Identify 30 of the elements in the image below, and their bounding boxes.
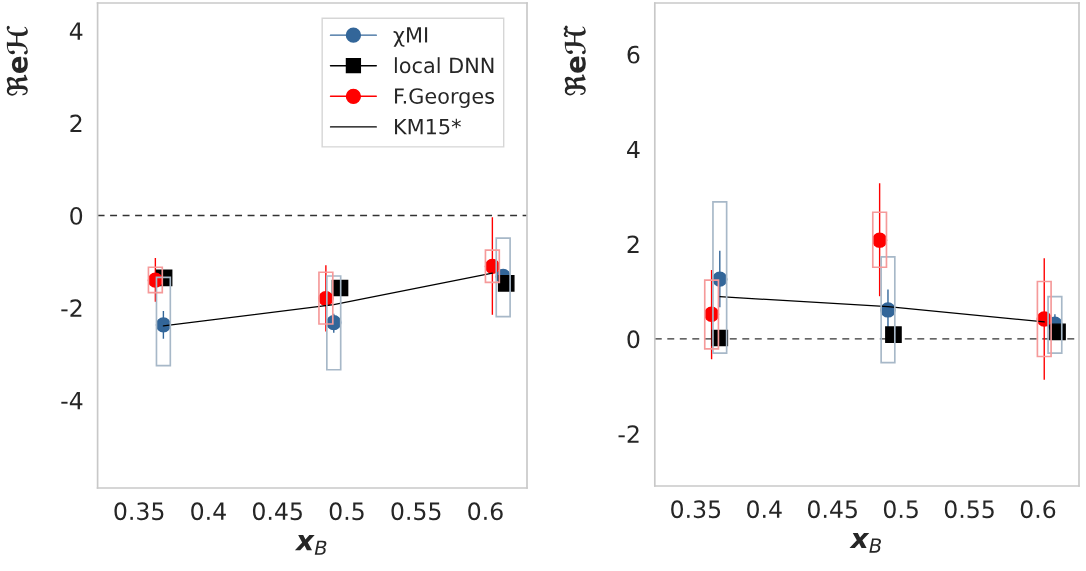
y-tick-label: -2	[61, 299, 82, 317]
legend-label: F.Georges	[395, 88, 495, 108]
x-tick-label: 0.45	[807, 500, 857, 519]
y-axis-title: ℜeℋ	[6, 25, 28, 96]
x-tick-label: 0.55	[391, 502, 441, 521]
x-axis-title: x$_{B}$	[294, 535, 327, 555]
legend-label: local DNN	[394, 57, 494, 74]
x-tick-label: 0.4	[191, 502, 226, 521]
x-tick-label: 0.5	[883, 500, 918, 519]
y-axis-title: ℜeℋ̃	[563, 25, 586, 96]
x-tick-label: 0.55	[944, 500, 994, 519]
y-tick-label: 4	[69, 22, 83, 40]
y-tick-label: -2	[618, 425, 639, 443]
x-tick-label: 0.35	[671, 500, 721, 519]
legend-label: KM15*	[395, 118, 461, 135]
x-tick-label: 0.45	[252, 502, 302, 521]
x-axis-title: x$_{B}$	[849, 532, 881, 553]
y-tick-label: 0	[627, 330, 640, 349]
y-tick-label: 0	[70, 206, 83, 225]
y-tick-label: 6	[627, 45, 640, 64]
y-tick-label: 2	[627, 235, 639, 253]
x-tick-label: 0.6	[1020, 500, 1056, 519]
x-tick-label: 0.6	[468, 502, 503, 521]
legend-label: χMI	[393, 27, 428, 47]
x-tick-label: 0.35	[114, 502, 164, 521]
y-tick-label: -4	[61, 391, 83, 410]
x-tick-label: 0.4	[747, 500, 782, 519]
x-tick-label: 0.5	[329, 502, 364, 521]
y-tick-label: 4	[627, 140, 640, 159]
y-tick-label: 2	[70, 114, 82, 133]
